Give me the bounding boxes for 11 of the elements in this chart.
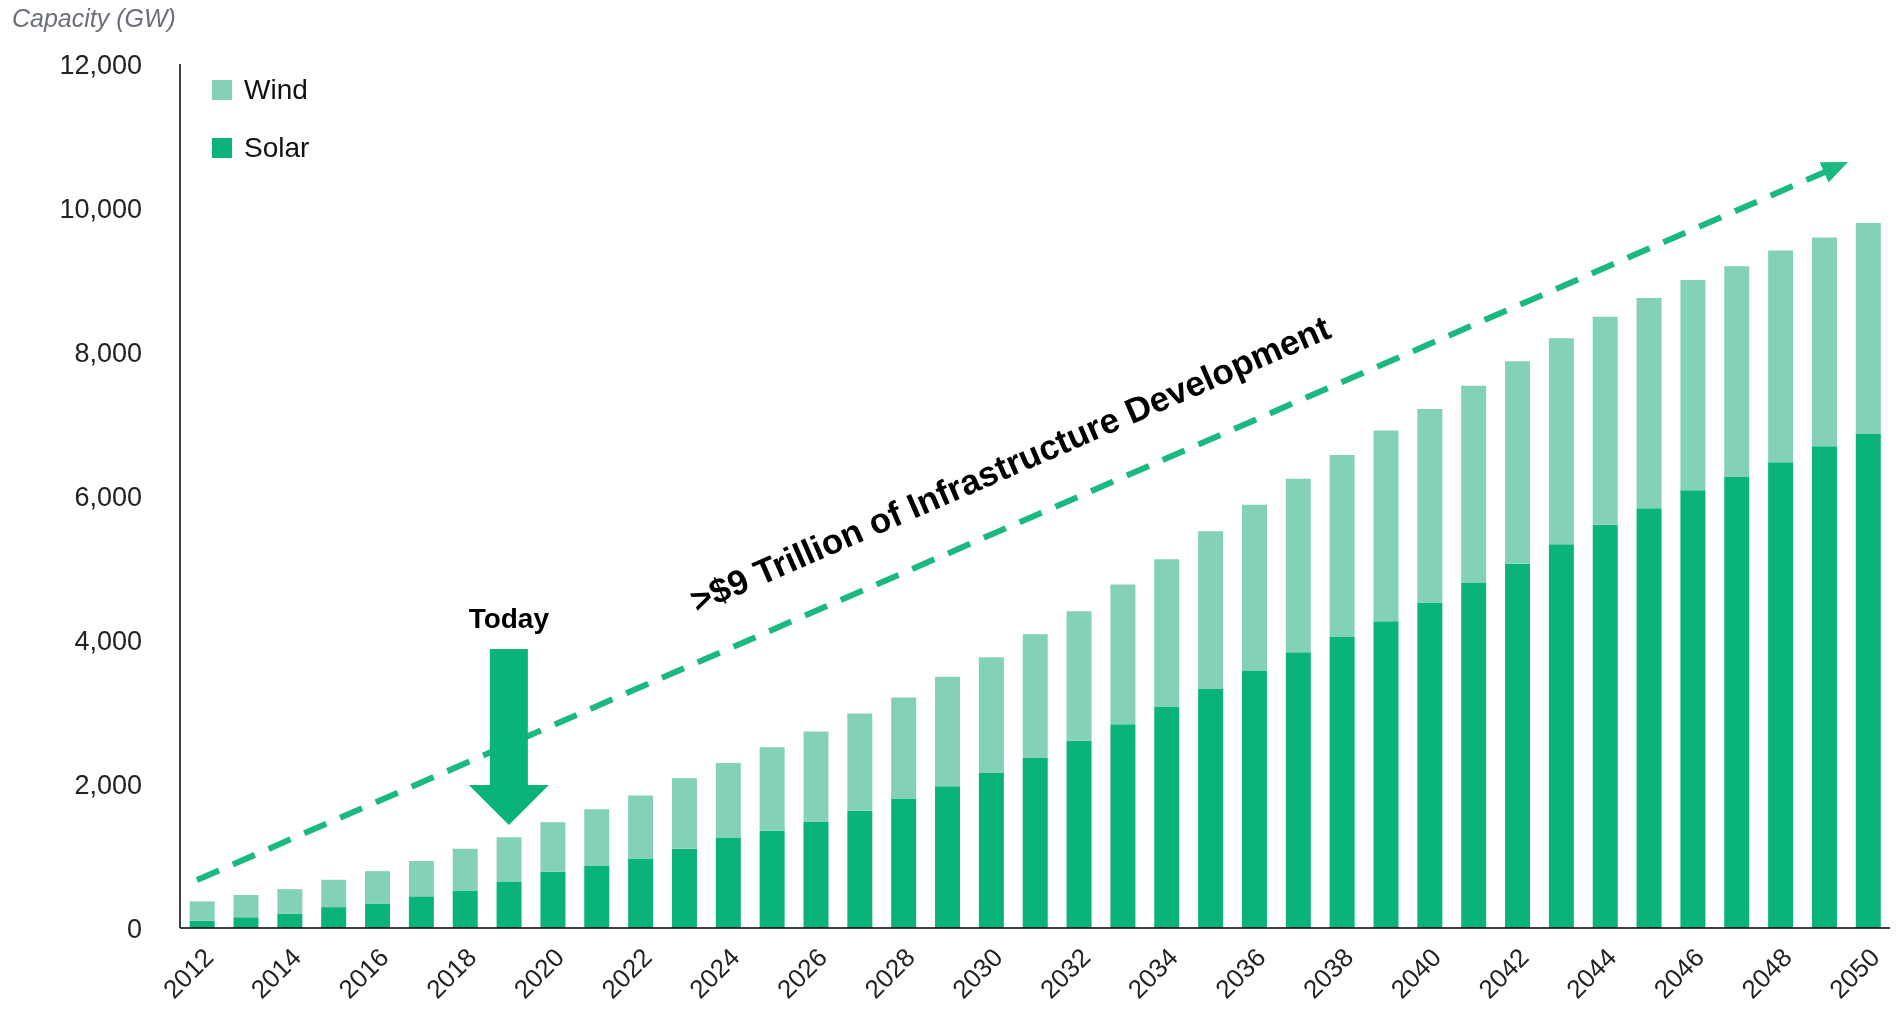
legend-label: Wind [244,74,308,106]
y-axis-title: Capacity (GW) [12,4,176,33]
legend-label: Solar [244,132,310,164]
y-tick-label: 6,000 [74,481,142,512]
y-tick-label: 0 [126,913,142,944]
y-tick-label: 12,000 [59,49,142,80]
y-tick-label: 4,000 [74,625,142,656]
y-tick-label: 10,000 [59,193,142,224]
annotation: Today [468,603,550,634]
y-tick-label: 2,000 [74,769,142,800]
y-tick-label: 8,000 [74,337,142,368]
